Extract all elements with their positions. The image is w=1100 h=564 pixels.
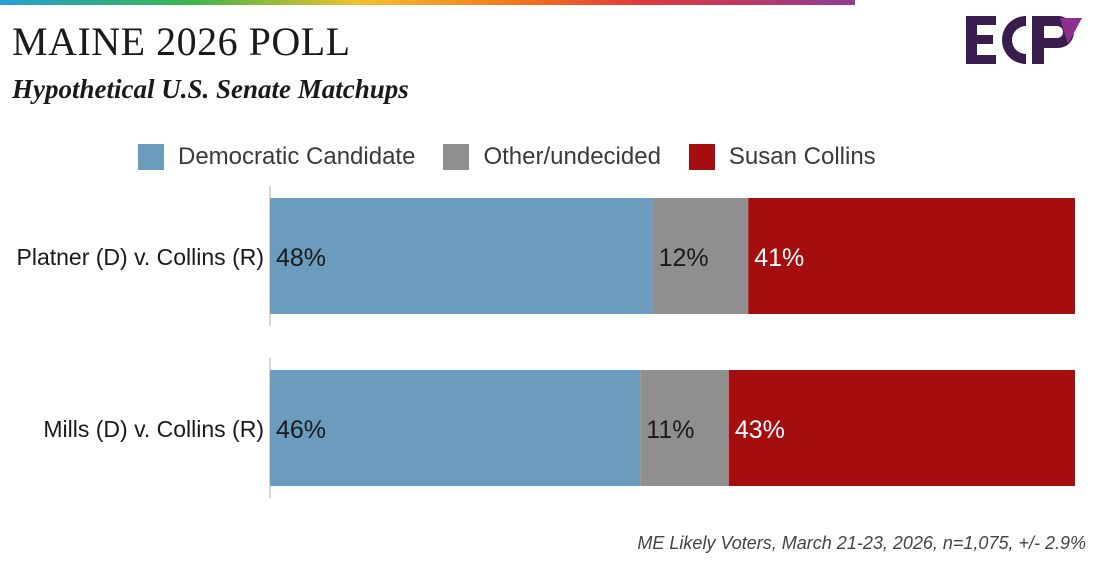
legend-item-other: Other/undecided (443, 143, 661, 171)
data-label: 48% (276, 244, 326, 272)
chart-legend: Democratic Candidate Other/undecided Sus… (138, 140, 904, 174)
page-subtitle: Hypothetical U.S. Senate Matchups (12, 74, 409, 104)
stacked-bar-chart: Platner (D) v. Collins (R) 48% 12% 41% Mills… (17, 186, 1075, 498)
legend-swatch-collins (688, 144, 715, 170)
bar-segment (728, 370, 1075, 486)
bar-segment (270, 198, 653, 314)
legend-swatch-democratic (138, 144, 164, 170)
bar-segment (270, 370, 641, 486)
category-label: Mills (D) v. Collins (R) (43, 416, 264, 442)
bar-segment (748, 198, 1075, 314)
bar-segment (640, 370, 729, 486)
page-title: MAINE 2026 POLL (12, 19, 351, 64)
ecp-logo (966, 16, 1082, 64)
data-label: 12% (659, 244, 709, 272)
bar-segment (652, 198, 749, 314)
data-label: 11% (646, 416, 694, 444)
legend-label-democratic: Democratic Candidate (178, 143, 416, 170)
category-label: Platner (D) v. Collins (R) (17, 244, 265, 270)
legend-item-democratic: Democratic Candidate (138, 143, 415, 171)
data-label: 46% (276, 416, 326, 444)
footnote: ME Likely Voters, March 21-23, 2026, n=1… (637, 533, 1086, 553)
data-label: 41% (754, 244, 804, 272)
data-label: 43% (735, 416, 785, 444)
top-color-stripe (0, 0, 855, 5)
legend-swatch-other (443, 144, 470, 170)
legend-item-collins: Susan Collins (688, 143, 876, 171)
legend-label-collins: Susan Collins (728, 143, 876, 170)
legend-label-other: Other/undecided (483, 143, 661, 170)
